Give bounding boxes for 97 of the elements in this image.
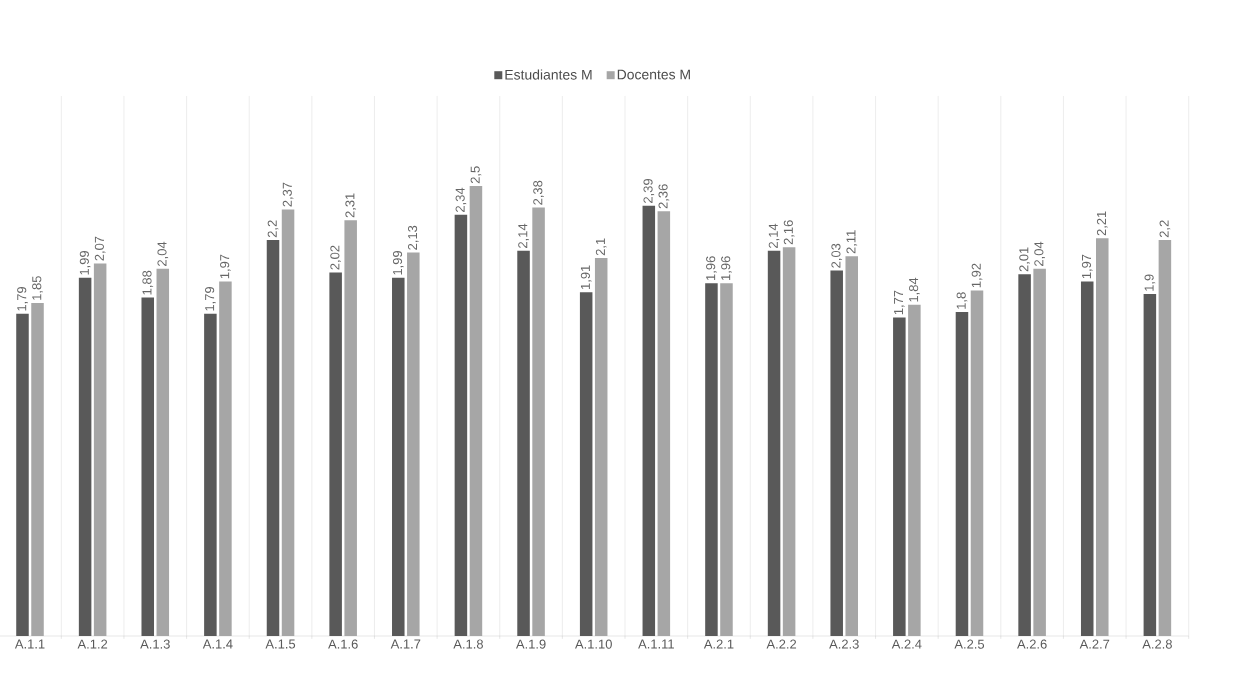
data-label: 2,14 [768,223,780,248]
data-label: 1,8 [956,292,968,309]
data-label: 2,2 [1159,220,1171,238]
data-label: 1,97 [220,254,231,279]
legend-label: Docentes M [617,69,690,80]
bar [970,290,984,636]
data-label: 2,04 [1034,241,1045,266]
data-label: 1,96 [721,256,732,281]
data-label: 2,37 [282,182,294,207]
bar [1018,274,1031,636]
data-label: 1,85 [32,276,43,300]
data-label: 1,99 [392,251,404,275]
bar [454,214,468,636]
x-tick-label: A.2.5 [954,639,985,649]
bar [329,272,342,636]
bar [845,256,858,636]
bar [1080,281,1094,636]
bar [1158,240,1172,636]
bar [955,312,969,636]
x-tick-label: A.2.8 [1142,639,1172,649]
bar [266,240,280,636]
data-label: 2,2 [267,220,279,238]
data-label: 2,11 [846,230,858,254]
data-label: 2,36 [658,184,670,209]
x-tick-label: A.1.6 [328,639,358,649]
data-label: 2,1 [595,238,607,256]
data-label: 1,79 [17,287,28,311]
data-label: 1,79 [205,287,216,311]
data-label: 1,88 [142,270,154,295]
bar [893,317,906,636]
bar [204,313,217,636]
data-label: 2,01 [1019,247,1030,272]
bar [281,209,295,636]
bar [16,313,29,636]
data-label: 1,84 [909,277,920,302]
data-label: 2,13 [407,225,419,250]
data-label: 2,14 [518,223,529,248]
x-tick-label: A.2.1 [703,639,734,649]
data-label: 2,02 [330,245,341,270]
bar [594,258,608,636]
bar [93,263,107,636]
bar [908,304,921,636]
x-tick-label: A.1.5 [265,639,296,649]
bar [1096,238,1109,636]
x-tick-label: A.2.3 [829,639,859,649]
bar [219,281,232,636]
bar [705,283,718,636]
bar [579,292,593,636]
x-tick-label: A.2.7 [1079,639,1110,649]
data-label: 2,38 [533,180,544,205]
bar [830,270,843,636]
x-tick-label: A.1.9 [515,639,546,649]
x-tick-label: A.2.4 [891,639,922,649]
data-label: 2,5 [470,166,482,184]
bar [392,277,405,636]
bar [642,205,656,636]
data-label: 1,77 [894,290,905,315]
bar [720,283,733,636]
bar [782,247,796,636]
bar [407,252,420,636]
data-label: 2,31 [345,193,357,218]
data-label: 2,34 [455,187,467,212]
bar [78,277,92,636]
x-tick-label: A.1.1 [14,639,45,649]
bar [767,250,781,636]
data-label: 2,04 [157,241,169,266]
x-tick-label: A.1.11 [638,639,674,649]
bar [532,207,545,636]
x-tick-label: A.1.10 [575,639,612,649]
bar [141,297,155,636]
legend-label: Estudiantes M [505,69,592,80]
bar [657,211,671,636]
bar [344,220,357,636]
x-tick-label: A.1.2 [77,639,108,649]
data-label: 2,07 [94,236,106,261]
bar [469,186,483,636]
data-label: 2,21 [1096,211,1108,236]
bar [1033,268,1046,636]
data-label: 2,39 [643,179,655,203]
bar [517,250,530,636]
bar [1143,294,1157,636]
data-label: 1,91 [580,265,592,290]
data-label: 1,92 [971,263,983,288]
x-tick-label: A.1.8 [453,639,483,649]
x-tick-label: A.1.7 [390,639,421,649]
x-tick-label: A.2.6 [1017,639,1047,649]
x-tick-label: A.1.4 [202,639,233,649]
data-label: 2,03 [831,243,843,268]
x-tick-label: A.1.3 [140,639,170,649]
x-tick-label: A.2.2 [766,639,797,649]
data-label: 1,99 [79,251,91,275]
data-label: 1,96 [706,256,717,281]
data-label: 2,16 [783,220,795,245]
bar [31,303,44,636]
data-label: 1,9 [1144,274,1156,291]
bar [156,268,170,636]
data-label: 1,97 [1081,254,1093,279]
